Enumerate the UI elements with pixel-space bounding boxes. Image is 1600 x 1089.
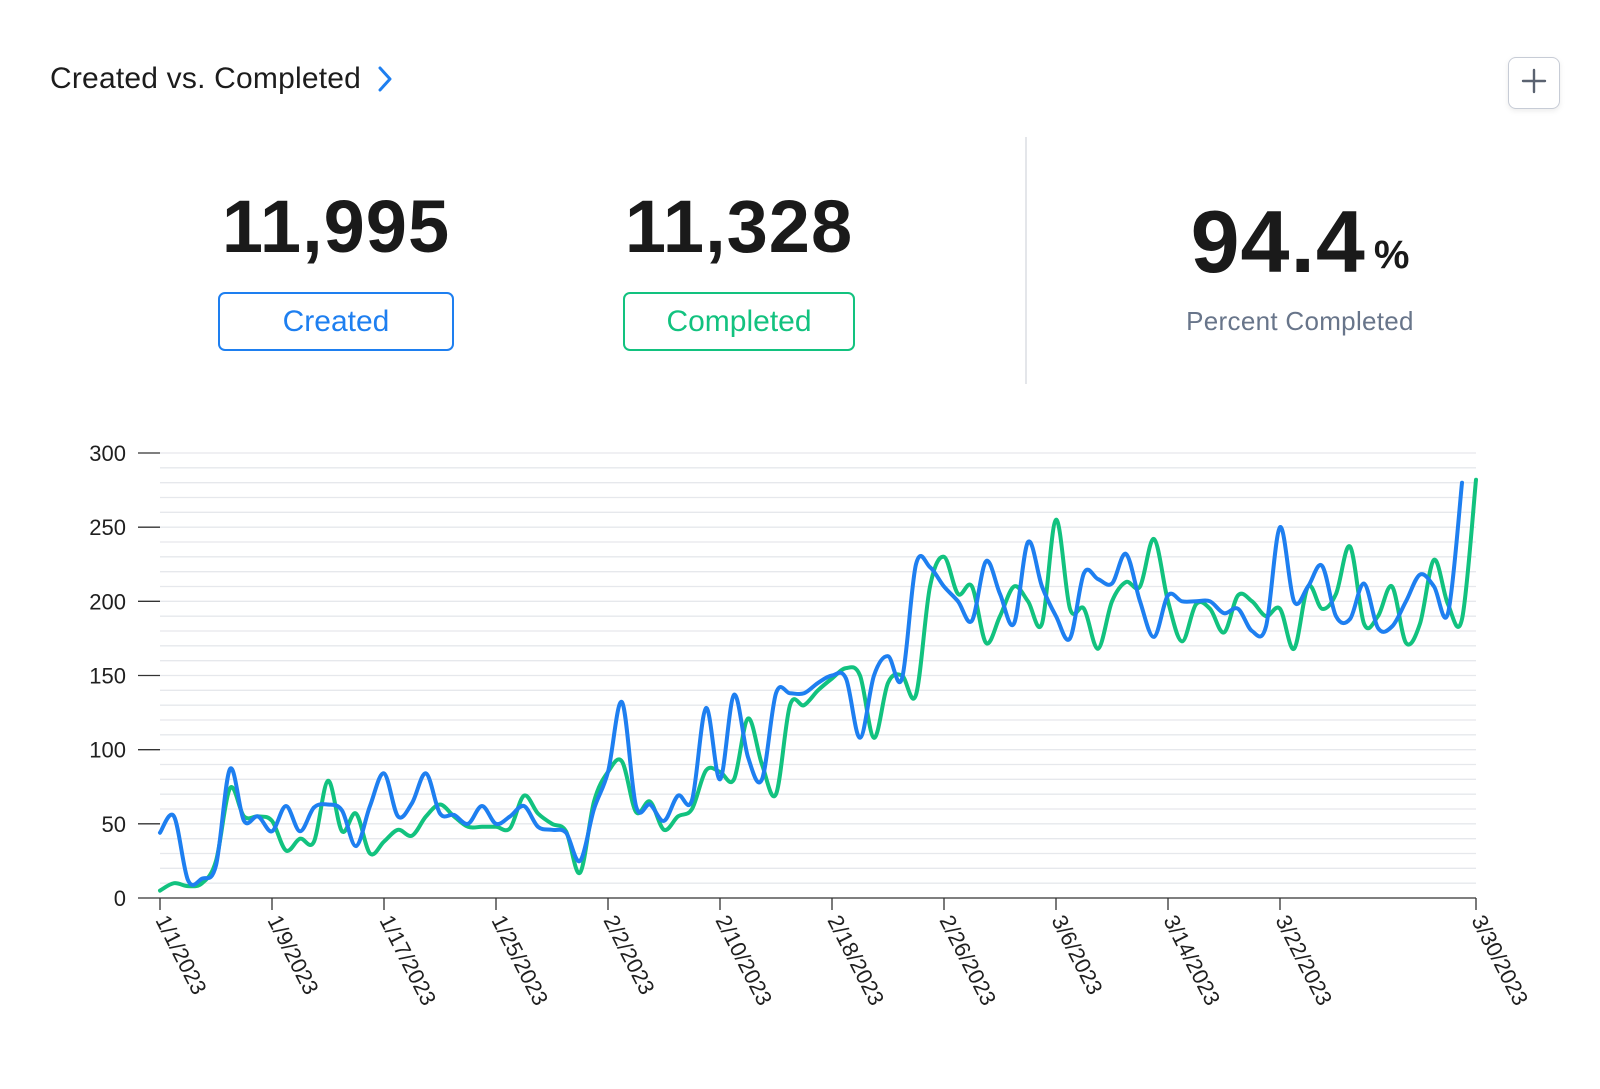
percent-completed-kpi: 94.4 % Percent Completed (1150, 198, 1450, 337)
completed-button[interactable]: Completed (623, 292, 855, 351)
y-tick-label: 150 (89, 664, 126, 689)
completed-kpi: 11,328 Completed (623, 190, 855, 351)
x-tick-label: 2/18/2023 (823, 911, 890, 1010)
created-button[interactable]: Created (218, 292, 454, 351)
x-tick-label: 3/14/2023 (1159, 911, 1226, 1010)
created-count: 11,995 (221, 185, 451, 268)
y-tick-label: 250 (89, 515, 126, 540)
percent-label: Percent Completed (1186, 306, 1414, 336)
x-tick-label: 3/6/2023 (1047, 911, 1108, 999)
chart-title: Created vs. Completed (50, 62, 362, 95)
x-tick-label: 1/1/2023 (151, 911, 212, 999)
y-tick-label: 200 (89, 589, 126, 614)
kpi-divider (1025, 137, 1027, 384)
percent-value: 94.4 (1190, 192, 1366, 291)
x-tick-label: 3/22/2023 (1271, 911, 1338, 1010)
y-tick-label: 100 (89, 738, 126, 763)
series-line-1 (158, 477, 1478, 893)
x-tick-label: 1/9/2023 (263, 911, 324, 999)
x-tick-label: 3/30/2023 (1467, 911, 1534, 1010)
series-line-2 (158, 480, 1464, 887)
y-tick-label: 300 (89, 441, 126, 466)
x-tick-label: 2/26/2023 (935, 911, 1002, 1010)
completed-count: 11,328 (624, 185, 854, 268)
plus-icon (1521, 68, 1547, 99)
x-tick-label: 1/25/2023 (487, 911, 554, 1010)
created-kpi: 11,995 Created (218, 190, 454, 351)
chart-header: Created vs. Completed (50, 62, 395, 96)
percent-unit: % (1373, 233, 1410, 277)
x-tick-label: 1/17/2023 (375, 911, 442, 1010)
chevron-right-icon[interactable] (375, 65, 395, 93)
y-tick-label: 50 (102, 812, 126, 837)
y-tick-label: 0 (114, 886, 126, 911)
x-tick-label: 2/2/2023 (599, 911, 660, 999)
add-button[interactable] (1508, 57, 1560, 109)
x-tick-label: 2/10/2023 (711, 911, 778, 1010)
